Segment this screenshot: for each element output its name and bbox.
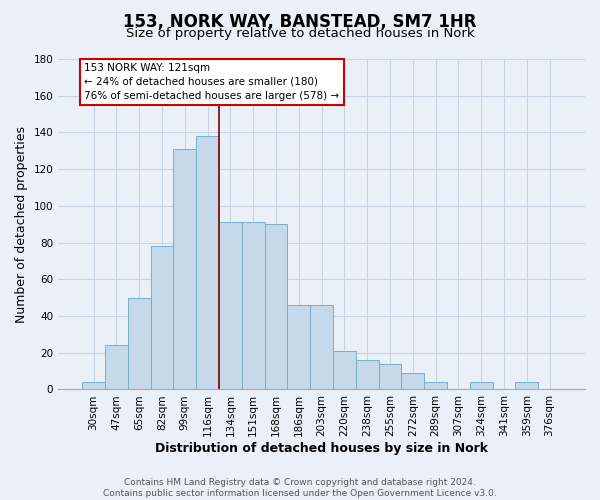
Text: Contains HM Land Registry data © Crown copyright and database right 2024.
Contai: Contains HM Land Registry data © Crown c… [103, 478, 497, 498]
Bar [333, 351, 356, 390]
Bar [151, 246, 173, 390]
Bar [219, 222, 242, 390]
Bar [265, 224, 287, 390]
Y-axis label: Number of detached properties: Number of detached properties [15, 126, 28, 322]
Bar [128, 298, 151, 390]
Bar [401, 373, 424, 390]
Text: Size of property relative to detached houses in Nork: Size of property relative to detached ho… [125, 28, 475, 40]
Bar [470, 382, 493, 390]
Bar [173, 149, 196, 390]
Bar [105, 346, 128, 390]
Bar [515, 382, 538, 390]
Bar [356, 360, 379, 390]
Bar [379, 364, 401, 390]
Bar [196, 136, 219, 390]
Text: 153 NORK WAY: 121sqm
← 24% of detached houses are smaller (180)
76% of semi-deta: 153 NORK WAY: 121sqm ← 24% of detached h… [85, 62, 340, 100]
Bar [310, 305, 333, 390]
Bar [287, 305, 310, 390]
X-axis label: Distribution of detached houses by size in Nork: Distribution of detached houses by size … [155, 442, 488, 455]
Text: 153, NORK WAY, BANSTEAD, SM7 1HR: 153, NORK WAY, BANSTEAD, SM7 1HR [123, 12, 477, 30]
Bar [242, 222, 265, 390]
Bar [82, 382, 105, 390]
Bar [424, 382, 447, 390]
